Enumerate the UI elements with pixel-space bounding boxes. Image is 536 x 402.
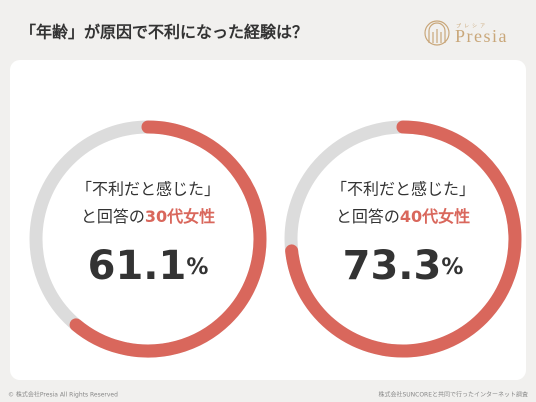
label-highlight: 40代女性 bbox=[400, 207, 470, 226]
logo-kana: プレシア bbox=[456, 24, 488, 30]
value-unit: % bbox=[186, 255, 208, 280]
label-line1: 「不利だと感じた」 bbox=[76, 180, 220, 199]
label-prefix: と回答の bbox=[81, 207, 145, 226]
label-line2: と回答の30代女性 bbox=[81, 207, 215, 226]
value-number: 73.3 bbox=[343, 243, 442, 289]
card bbox=[10, 60, 526, 380]
value-number: 61.1 bbox=[88, 243, 187, 289]
title: 「年齢」が原因で不利になった経験は？ bbox=[20, 23, 308, 42]
label-highlight: 30代女性 bbox=[145, 207, 215, 226]
donut-arc bbox=[285, 120, 522, 358]
label-line1: 「不利だと感じた」 bbox=[331, 180, 475, 199]
value-label: 61.1% bbox=[88, 243, 209, 289]
logo-icon bbox=[424, 20, 450, 46]
value-unit: % bbox=[441, 255, 463, 280]
label-prefix: と回答の bbox=[336, 207, 400, 226]
logo: Presia bbox=[455, 26, 508, 46]
value-label: 73.3% bbox=[343, 243, 464, 289]
label-line2: と回答の40代女性 bbox=[336, 207, 470, 226]
footer-left: © 株式会社Presia All Rights Reserved bbox=[8, 391, 118, 399]
footer-right: 株式会社SUNCOREと共同で行ったインターネット調査 bbox=[378, 391, 528, 399]
donut-arc bbox=[69, 120, 267, 358]
